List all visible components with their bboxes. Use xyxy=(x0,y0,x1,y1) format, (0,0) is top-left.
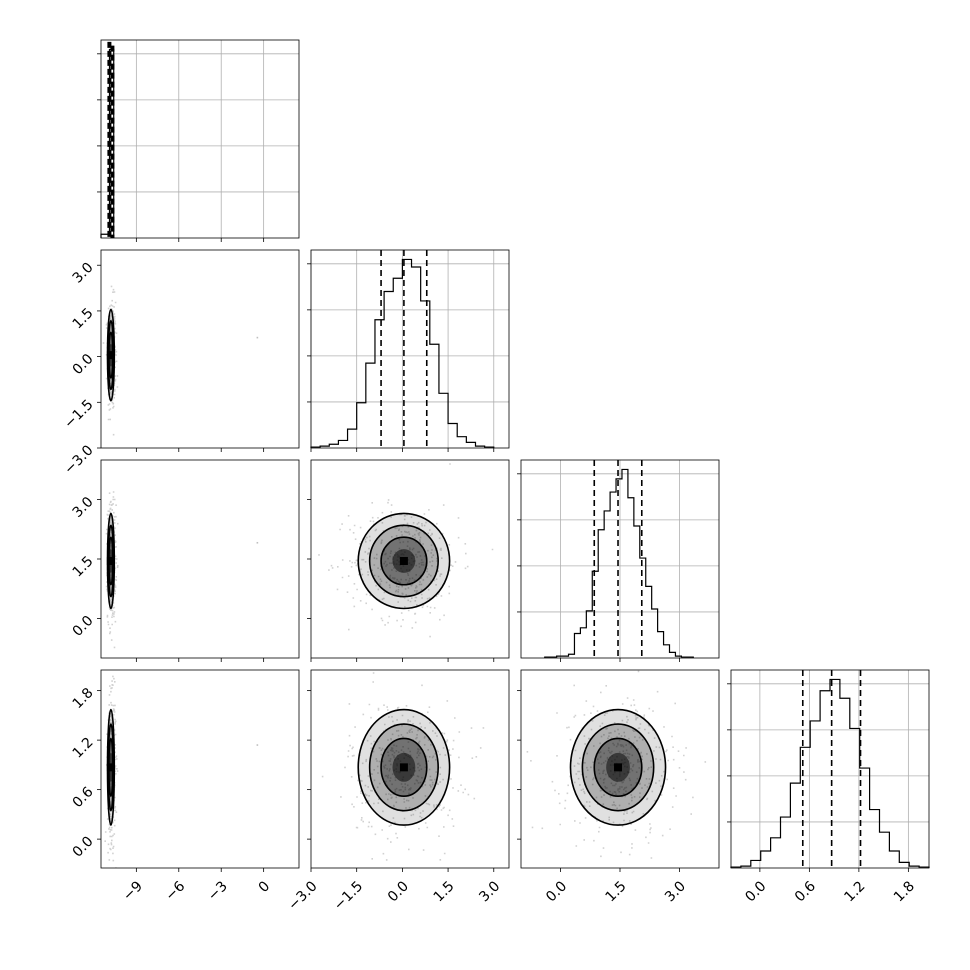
x-tick-label: −6 xyxy=(162,878,188,904)
panel-2-1 xyxy=(307,459,510,662)
contour-line xyxy=(380,536,428,586)
x-tick-label: 0.0 xyxy=(385,878,412,905)
panel-frame xyxy=(100,249,300,449)
panel-3-0: 0.0 0.6 1.2 1.8 −9 −6 −3 0 xyxy=(70,669,300,904)
x-tick-label: 1.5 xyxy=(603,878,630,905)
x-tick-label: 3.0 xyxy=(662,878,689,905)
panel-frame xyxy=(100,459,300,659)
density-peak xyxy=(106,763,115,772)
panel-3-3: 0.0 0.6 1.2 1.8 xyxy=(727,669,930,905)
grid xyxy=(521,460,719,658)
panel-frame xyxy=(730,669,930,869)
outlier-point xyxy=(256,336,259,339)
outlier-point xyxy=(256,541,259,544)
panel-frame xyxy=(520,459,720,659)
panel-1-0: −3.0 −1.5 0.0 1.5 3.0 xyxy=(61,249,300,478)
histogram-step xyxy=(310,258,495,448)
grid xyxy=(731,670,929,868)
x-tick-label: 0.0 xyxy=(543,878,570,905)
density-peak xyxy=(399,763,408,772)
panel-2-0: 0.0 1.5 3.0 xyxy=(70,459,300,662)
sample-points xyxy=(318,463,494,638)
y-tick-label: 0.0 xyxy=(70,351,97,378)
grid xyxy=(101,40,299,238)
panel-frame xyxy=(520,669,720,869)
y-tick-label: 0.0 xyxy=(70,833,97,860)
panel-frame xyxy=(100,669,300,869)
panel-2-2 xyxy=(517,459,720,662)
x-tick-label: 0 xyxy=(256,878,274,896)
outlier-point xyxy=(256,744,259,746)
contour-line xyxy=(581,723,655,812)
x-tick-label: 1.2 xyxy=(841,878,868,905)
contour-line xyxy=(368,524,439,598)
contour-line xyxy=(368,723,439,812)
panel-3-2: 0.0 1.5 3.0 xyxy=(517,669,720,905)
y-tick-label: 0.0 xyxy=(70,613,97,640)
x-tick-label: 0.0 xyxy=(742,878,769,905)
contour-line xyxy=(569,708,667,826)
y-tick-label: −3.0 xyxy=(61,442,96,477)
density-peak xyxy=(399,556,408,565)
y-tick-label: 1.5 xyxy=(70,553,97,580)
y-tick-label: 3.0 xyxy=(70,260,97,287)
density-peak xyxy=(614,763,623,772)
panel-frame xyxy=(310,669,510,869)
y-tick-label: 1.8 xyxy=(70,685,97,712)
x-tick-label: −3.0 xyxy=(285,878,320,913)
contour-line xyxy=(357,512,451,610)
x-tick-label: 0.6 xyxy=(792,878,819,905)
panel-frame xyxy=(310,459,510,659)
y-tick-label: −1.5 xyxy=(61,397,96,432)
density-layer xyxy=(104,675,259,868)
density-layer xyxy=(102,285,259,436)
density-peak xyxy=(106,556,115,565)
histogram-step xyxy=(730,678,930,868)
grid xyxy=(310,250,509,448)
y-tick-label: 1.2 xyxy=(70,734,97,761)
contour-line xyxy=(593,737,643,798)
density-peak xyxy=(106,351,115,360)
x-tick-label: 1.5 xyxy=(431,878,458,905)
panel-frame xyxy=(100,39,300,239)
density-layer xyxy=(105,491,259,649)
density-layer xyxy=(526,670,707,859)
x-tick-label: −1.5 xyxy=(331,878,366,913)
x-tick-label: 3.0 xyxy=(476,878,503,905)
contour-line xyxy=(357,708,451,826)
x-tick-label: 1.8 xyxy=(891,878,918,905)
panel-0-0 xyxy=(97,39,300,242)
y-tick-label: 3.0 xyxy=(70,494,97,521)
panel-frame xyxy=(310,249,510,449)
y-tick-label: 1.5 xyxy=(70,305,97,332)
panel-3-1: −3.0 −1.5 0.0 1.5 3.0 xyxy=(285,669,510,914)
x-tick-label: −9 xyxy=(120,878,146,904)
histogram-step xyxy=(544,468,694,658)
panel-1-1 xyxy=(307,249,510,452)
x-tick-label: −3 xyxy=(205,878,231,904)
density-layer xyxy=(318,463,494,638)
density-layer xyxy=(321,672,485,868)
y-tick-label: 0.6 xyxy=(70,784,97,811)
contour-line xyxy=(380,737,428,798)
